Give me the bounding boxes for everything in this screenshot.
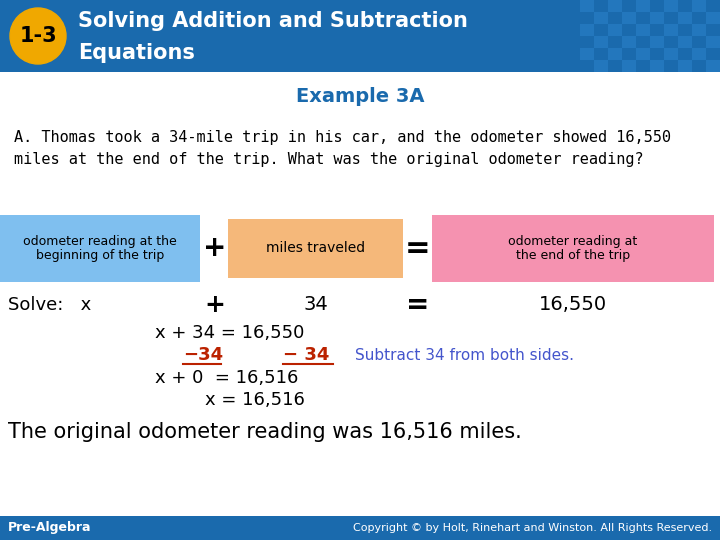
Text: odometer reading at the
beginning of the trip: odometer reading at the beginning of the…: [23, 234, 177, 262]
Bar: [608, 60, 622, 72]
Bar: [580, 12, 594, 24]
Text: miles traveled: miles traveled: [266, 241, 365, 255]
Bar: [664, 0, 678, 12]
Text: Subtract 34 from both sides.: Subtract 34 from both sides.: [355, 348, 574, 362]
Bar: [650, 0, 664, 12]
Bar: [678, 48, 692, 60]
Bar: [692, 12, 706, 24]
Bar: [622, 60, 636, 72]
Bar: [678, 60, 692, 72]
Bar: [650, 12, 664, 24]
Bar: [608, 48, 622, 60]
Text: x + 34 = 16,550: x + 34 = 16,550: [155, 324, 305, 342]
Text: Copyright © by Holt, Rinehart and Winston. All Rights Reserved.: Copyright © by Holt, Rinehart and Winsto…: [353, 523, 712, 533]
Text: Solving Addition and Subtraction: Solving Addition and Subtraction: [78, 11, 468, 31]
Bar: [594, 24, 608, 36]
Bar: [0, 516, 720, 540]
Bar: [650, 24, 664, 36]
Bar: [580, 60, 594, 72]
Bar: [692, 24, 706, 36]
Bar: [636, 12, 650, 24]
Bar: [228, 219, 403, 278]
Bar: [664, 12, 678, 24]
Bar: [608, 12, 622, 24]
Text: Equations: Equations: [78, 43, 195, 63]
Bar: [580, 48, 594, 60]
Bar: [678, 12, 692, 24]
Circle shape: [10, 8, 66, 64]
Text: x = 16,516: x = 16,516: [205, 391, 305, 409]
Text: 34: 34: [303, 295, 328, 314]
Bar: [706, 48, 720, 60]
Bar: [692, 0, 706, 12]
Text: =: =: [405, 234, 431, 263]
Bar: [678, 36, 692, 48]
Text: x + 0  = 16,516: x + 0 = 16,516: [155, 369, 298, 387]
Bar: [608, 24, 622, 36]
Bar: [580, 36, 594, 48]
Bar: [664, 36, 678, 48]
Bar: [678, 24, 692, 36]
Bar: [636, 60, 650, 72]
Bar: [692, 60, 706, 72]
Bar: [594, 0, 608, 12]
Bar: [650, 48, 664, 60]
Bar: [664, 48, 678, 60]
Bar: [692, 36, 706, 48]
Bar: [594, 48, 608, 60]
Bar: [594, 12, 608, 24]
Bar: [650, 36, 664, 48]
Bar: [706, 0, 720, 12]
Bar: [706, 60, 720, 72]
Bar: [664, 24, 678, 36]
Bar: [622, 12, 636, 24]
Text: − 34: − 34: [283, 346, 329, 364]
Bar: [594, 36, 608, 48]
Text: 16,550: 16,550: [539, 295, 607, 314]
Text: A. Thomas took a 34-mile trip in his car, and the odometer showed 16,550
miles a: A. Thomas took a 34-mile trip in his car…: [14, 130, 671, 167]
Bar: [622, 24, 636, 36]
Bar: [636, 48, 650, 60]
Text: odometer reading at
the end of the trip: odometer reading at the end of the trip: [508, 234, 638, 262]
Bar: [608, 36, 622, 48]
Bar: [706, 12, 720, 24]
Text: =: =: [406, 291, 430, 319]
Bar: [706, 24, 720, 36]
Bar: [0, 0, 720, 72]
Text: Example 3A: Example 3A: [296, 87, 424, 106]
Text: +: +: [204, 293, 225, 317]
Bar: [692, 48, 706, 60]
Bar: [594, 60, 608, 72]
Bar: [664, 60, 678, 72]
Bar: [622, 0, 636, 12]
Bar: [678, 0, 692, 12]
Bar: [580, 0, 594, 12]
Bar: [636, 24, 650, 36]
Bar: [608, 0, 622, 12]
Bar: [580, 24, 594, 36]
Bar: [432, 215, 714, 282]
Bar: [706, 36, 720, 48]
Text: +: +: [203, 234, 227, 262]
Text: Solve:   x: Solve: x: [8, 296, 91, 314]
Text: Pre-Algebra: Pre-Algebra: [8, 522, 91, 535]
Bar: [636, 36, 650, 48]
Text: −34: −34: [183, 346, 223, 364]
Bar: [650, 60, 664, 72]
Text: 1-3: 1-3: [19, 26, 57, 46]
Bar: [0, 215, 200, 282]
Bar: [636, 0, 650, 12]
Bar: [622, 48, 636, 60]
Text: The original odometer reading was 16,516 miles.: The original odometer reading was 16,516…: [8, 422, 522, 442]
Bar: [622, 36, 636, 48]
